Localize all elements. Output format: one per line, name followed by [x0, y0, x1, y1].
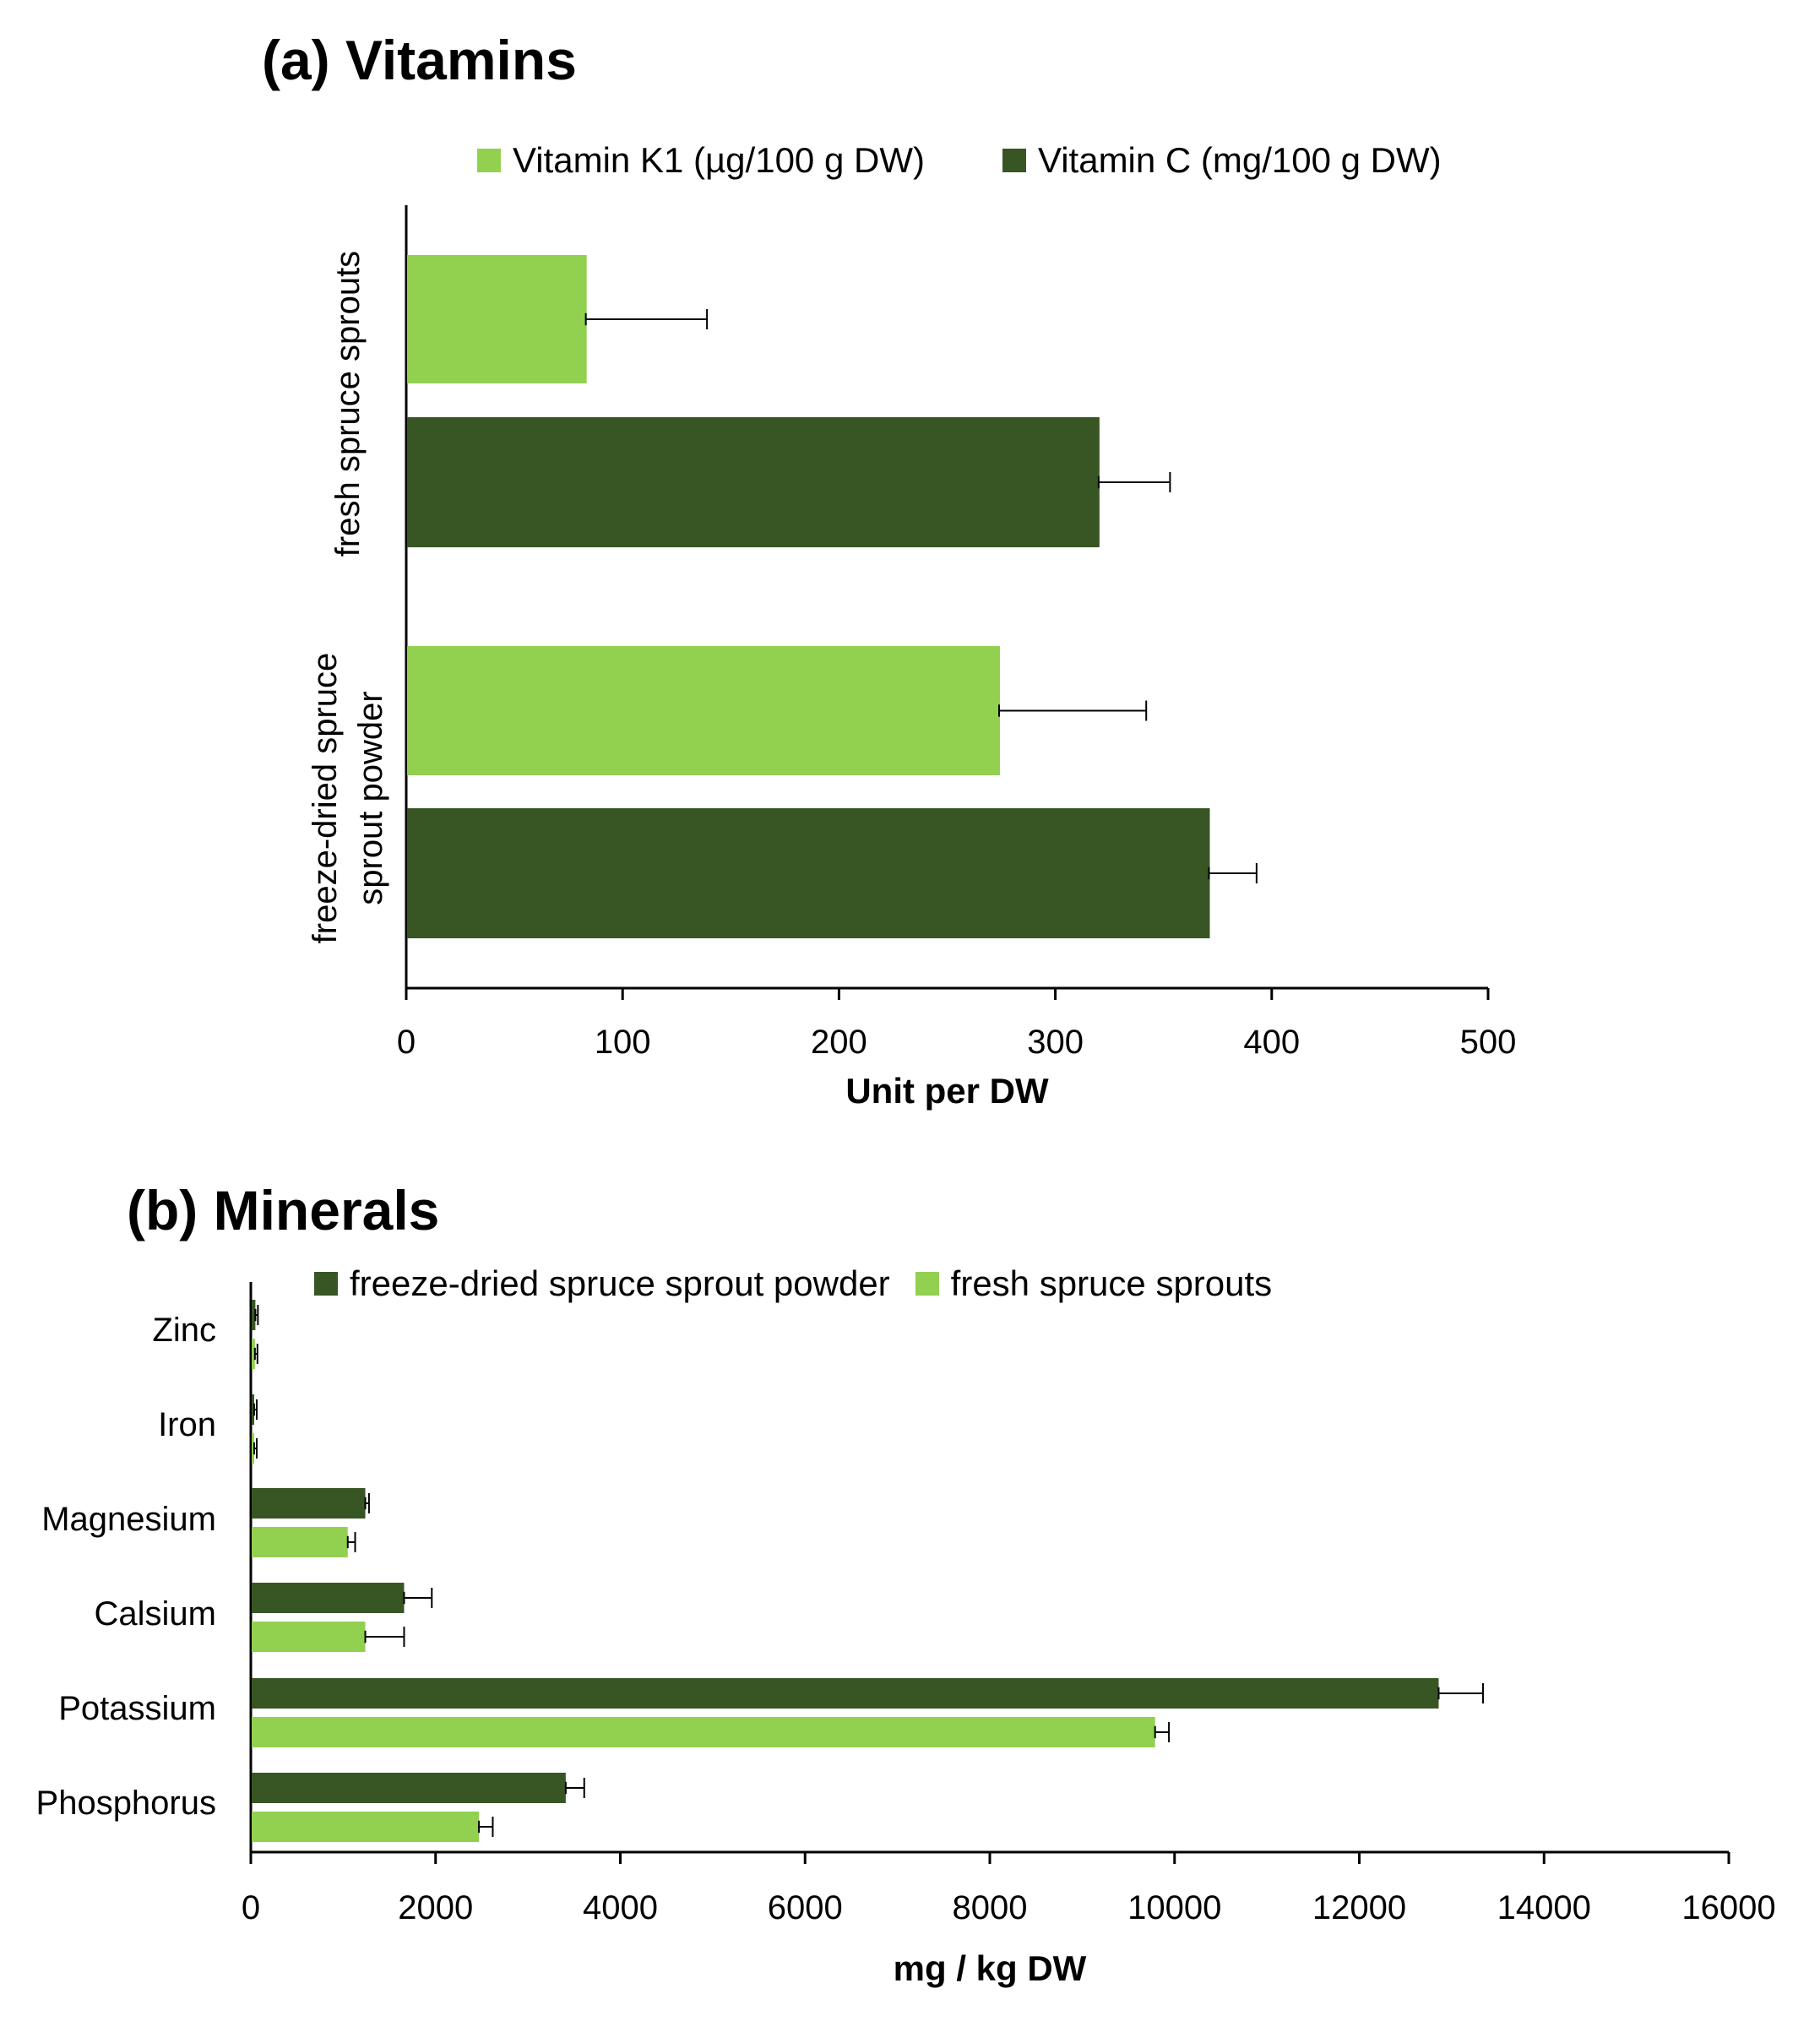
legend-item-vitamin-c: Vitamin C (mg/100 g DW) — [1002, 140, 1442, 181]
vitamins-x-tick-label: 400 — [1243, 1024, 1300, 1061]
minerals-x-tick-label: 14000 — [1497, 1889, 1591, 1926]
minerals-category-label-phosphorus: Phosphorus — [36, 1785, 216, 1822]
legend-label-freeze-dried: freeze-dried spruce sprout powder — [350, 1263, 890, 1303]
legend-swatch-freeze-dried — [314, 1272, 338, 1296]
minerals-x-tick-label: 10000 — [1127, 1889, 1221, 1926]
legend-item-fresh: fresh spruce sprouts — [915, 1263, 1273, 1304]
minerals-chart-title: (b) Minerals — [127, 1179, 440, 1241]
legend-swatch-vitamin-k1 — [477, 149, 501, 172]
minerals-x-tick-label: 4000 — [583, 1889, 658, 1926]
vitamins-chart-title: (a) Vitamins — [262, 29, 577, 91]
minerals-legend: freeze-dried spruce sprout powder fresh … — [314, 1263, 1272, 1304]
legend-label-vitamin-k1: Vitamin K1 (µg/100 g DW) — [513, 140, 925, 180]
minerals-x-tick-label: 8000 — [953, 1889, 1028, 1926]
minerals-category-label-zinc: Zinc — [152, 1312, 216, 1349]
minerals-bar-potassium-fresh — [252, 1717, 1155, 1747]
minerals-bar-potassium-freeze-dried — [252, 1678, 1439, 1709]
vitamins-bar-vitamin-c-freeze-dried-spruce-sprout-powder — [407, 808, 1210, 938]
minerals-category-label-potassium: Potassium — [58, 1690, 216, 1727]
vitamins-x-tick-label: 100 — [595, 1024, 651, 1061]
legend-swatch-fresh — [915, 1272, 939, 1296]
vitamins-legend: Vitamin K1 (µg/100 g DW) Vitamin C (mg/1… — [477, 140, 1442, 181]
minerals-bar-magnesium-fresh — [252, 1527, 348, 1557]
legend-label-vitamin-c: Vitamin C (mg/100 g DW) — [1037, 140, 1442, 180]
minerals-x-tick-label: 2000 — [398, 1889, 473, 1926]
minerals-category-label-magnesium: Magnesium — [41, 1501, 216, 1538]
vitamins-bar-vitamin-c-fresh-spruce-sprouts — [407, 417, 1100, 547]
minerals-x-tick-label: 0 — [242, 1889, 260, 1926]
minerals-x-tick-label: 12000 — [1312, 1889, 1406, 1926]
minerals-bar-calsium-fresh — [252, 1622, 366, 1652]
legend-item-vitamin-k1: Vitamin K1 (µg/100 g DW) — [477, 140, 925, 181]
legend-swatch-vitamin-c — [1002, 149, 1026, 172]
minerals-bar-zinc-fresh — [252, 1339, 255, 1369]
legend-label-fresh: fresh spruce sprouts — [950, 1263, 1273, 1303]
vitamins-bar-vitamin-k1-freeze-dried-spruce-sprout-powder — [407, 646, 1000, 775]
minerals-bar-iron-freeze-dried — [252, 1394, 254, 1425]
legend-item-freeze-dried: freeze-dried spruce sprout powder — [314, 1263, 890, 1304]
vitamins-x-axis-title: Unit per DW — [845, 1071, 1049, 1111]
vitamins-x-tick-label: 500 — [1460, 1024, 1517, 1061]
vitamins-x-tick-label: 300 — [1027, 1024, 1084, 1061]
minerals-bar-magnesium-freeze-dried — [252, 1488, 366, 1519]
vitamins-x-tick-label: 200 — [811, 1024, 867, 1061]
minerals-bar-phosphorus-fresh — [252, 1812, 480, 1842]
minerals-bar-zinc-freeze-dried — [252, 1300, 256, 1330]
vitamins-category-label-freeze-dried-spruce-sprout-powder: freeze-dried spruce — [307, 653, 344, 944]
minerals-category-label-calsium: Calsium — [95, 1595, 216, 1633]
minerals-bar-iron-fresh — [252, 1433, 254, 1464]
minerals-x-axis-title: mg / kg DW — [894, 1948, 1087, 1988]
minerals-bar-calsium-freeze-dried — [252, 1583, 405, 1613]
vitamins-category-label-fresh-spruce-sprouts: fresh spruce sprouts — [329, 251, 367, 557]
vitamins-category-label-freeze-dried-spruce-sprout-powder: sprout powder — [352, 691, 389, 905]
minerals-x-tick-label: 6000 — [768, 1889, 843, 1926]
minerals-x-tick-label: 16000 — [1681, 1889, 1775, 1926]
minerals-bar-phosphorus-freeze-dried — [252, 1773, 566, 1803]
vitamins-bar-vitamin-k1-fresh-spruce-sprouts — [407, 255, 587, 383]
vitamins-x-tick-label: 0 — [397, 1024, 416, 1061]
minerals-category-label-iron: Iron — [158, 1406, 216, 1443]
